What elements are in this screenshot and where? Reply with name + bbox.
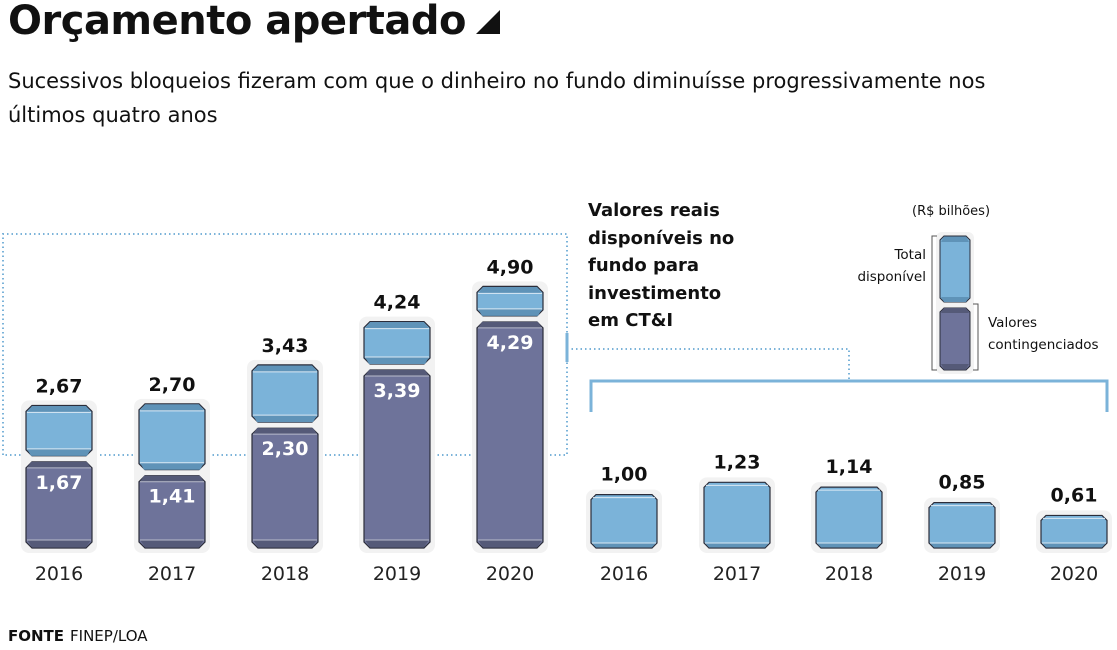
- legend-bevel: [941, 364, 969, 369]
- bar-real-1: [703, 481, 771, 549]
- x-tick-left-2: 2018: [261, 563, 309, 585]
- legend-contingency-label: Valores contingenciados: [988, 315, 1099, 353]
- legend-bevel: [941, 308, 969, 313]
- bar-notch-bevel: [27, 448, 91, 456]
- label-real-4: 0,61: [1051, 484, 1098, 506]
- label-contingency-1: 1,41: [149, 486, 196, 508]
- bar-bottom-bevel: [705, 543, 769, 548]
- bar-notch-bevel: [478, 308, 542, 316]
- legend-bevel: [941, 297, 969, 302]
- bar-bottom-bevel: [140, 540, 204, 547]
- bar-notch-bevel: [253, 415, 317, 423]
- x-tick-right-3: 2019: [938, 563, 986, 585]
- bar-bottom-bevel: [592, 543, 656, 548]
- right-bar-group: 1,00 2016 1,23 2017 1,14 2018 0,85 2019 0,61 2020: [586, 451, 1112, 585]
- x-tick-left-3: 2019: [373, 563, 421, 585]
- bar-bottom-bevel: [27, 540, 91, 547]
- label-contingency-4: 4,29: [487, 332, 534, 354]
- bar-top-bevel: [365, 322, 429, 329]
- bar-real-2: [815, 486, 883, 549]
- label-real-1: 1,23: [714, 451, 761, 473]
- bar-available-0: [25, 404, 93, 457]
- bar-notch-bevel: [27, 461, 91, 468]
- label-contingency-2: 2,30: [262, 438, 309, 460]
- x-tick-right-0: 2016: [600, 563, 648, 585]
- legend-total-label: Total disponível: [857, 247, 926, 285]
- bar-notch-bevel: [478, 321, 542, 328]
- legend-bracket-contingency: [973, 303, 979, 371]
- bar-top-bevel: [140, 404, 204, 411]
- bar-bottom-bevel: [253, 540, 317, 547]
- legend-unit: (R$ bilhões): [912, 204, 991, 219]
- bar-real-4: [1040, 514, 1108, 549]
- bar-real-0: [590, 494, 658, 549]
- bar-top-bevel: [27, 406, 91, 413]
- label-total-2: 3,43: [262, 335, 309, 357]
- label-real-0: 1,00: [601, 464, 648, 486]
- bar-top-bevel: [253, 365, 317, 372]
- title-text: Orçamento apertado: [8, 0, 466, 44]
- bar-available-1: [138, 403, 206, 471]
- source-value: FINEP/LOA: [70, 627, 148, 645]
- label-total-3: 4,24: [374, 292, 421, 314]
- legend-bar-available: [939, 235, 971, 303]
- chart-title: Orçamento apertado: [8, 0, 500, 44]
- legend-bracket-total: [931, 235, 937, 371]
- bar-notch-bevel: [140, 475, 204, 482]
- dotted-connector: [567, 348, 850, 380]
- bar-top-bevel: [478, 286, 542, 294]
- label-total-1: 2,70: [149, 374, 196, 396]
- label-contingency-0: 1,67: [36, 472, 83, 494]
- x-tick-right-4: 2020: [1050, 563, 1098, 585]
- chart-subtitle: Sucessivos bloqueios fizeram com que o d…: [8, 69, 986, 127]
- label-total-0: 2,67: [36, 375, 83, 397]
- bar-real-3: [928, 502, 996, 549]
- right-group-bracket: [589, 379, 1109, 412]
- annotation-text: Valores reais disponíveis no fundo para …: [588, 200, 735, 331]
- bar-bottom-bevel: [478, 540, 542, 547]
- label-real-3: 0,85: [939, 472, 986, 494]
- bar-notch-bevel: [253, 428, 317, 435]
- x-tick-left-0: 2016: [35, 563, 83, 585]
- legend-bar-group: [931, 232, 979, 374]
- x-tick-left-1: 2017: [148, 563, 196, 585]
- x-tick-right-2: 2018: [825, 563, 873, 585]
- bar-available-2: [251, 364, 319, 423]
- bar-notch-bevel: [140, 462, 204, 470]
- bar-bottom-bevel: [930, 543, 994, 548]
- bar-bottom-bevel: [817, 543, 881, 548]
- bar-bottom-bevel: [1042, 543, 1106, 548]
- triangle-icon: [475, 10, 500, 34]
- bar-contingency-4: [476, 321, 544, 549]
- label-real-2: 1,14: [826, 456, 873, 478]
- bar-notch-bevel: [365, 369, 429, 376]
- bar-notch-bevel: [365, 356, 429, 364]
- bar-bottom-bevel: [365, 540, 429, 547]
- x-tick-right-1: 2017: [713, 563, 761, 585]
- source-note: FONTE FINEP/LOA: [8, 627, 148, 645]
- source-label: FONTE: [8, 627, 65, 645]
- legend-bar-contingency: [939, 307, 971, 371]
- x-tick-left-4: 2020: [486, 563, 534, 585]
- left-bar-group: 2,67 1,67 2016 2,70 1,41 2017 3,43 2,30 2018 4,24…: [21, 256, 548, 585]
- legend-bevel: [941, 236, 969, 242]
- label-contingency-3: 3,39: [374, 380, 421, 402]
- label-total-4: 4,90: [487, 256, 534, 278]
